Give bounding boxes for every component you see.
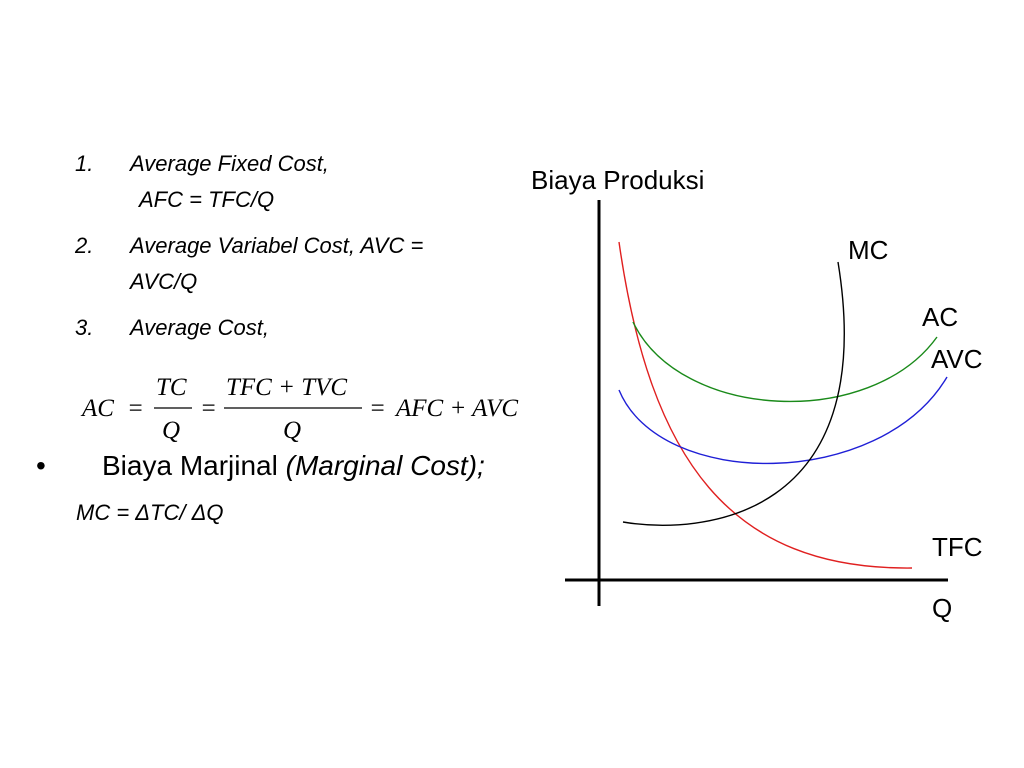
list-item-title: Average Variabel Cost, AVC = xyxy=(130,233,424,258)
formula-fraction1-numerator: TC xyxy=(156,374,187,401)
list-item-ac: 3. Average Cost, xyxy=(75,310,545,346)
list-item-formula: AFC = TFC/Q xyxy=(139,187,275,212)
formula-fraction1-denominator: Q xyxy=(162,417,180,444)
formula-equals: = xyxy=(127,395,144,422)
list-item-avc: 2. Average Variabel Cost, AVC = AVC/Q xyxy=(75,228,545,300)
ac-label: AC xyxy=(922,302,958,332)
mc-curve xyxy=(622,261,845,526)
y-axis-label: Biaya Produksi xyxy=(531,165,704,195)
avc-label: AVC xyxy=(931,344,983,374)
list-number: 1. xyxy=(75,151,94,176)
tfc-curve xyxy=(618,241,913,569)
bullet-text: Biaya Marjinal (Marginal Cost); xyxy=(102,450,485,482)
mc-formula: MC = ΔTC/ ΔQ xyxy=(76,500,224,525)
cost-definitions-list: 1. Average Fixed Cost, AFC = TFC/Q 2. Av… xyxy=(75,146,545,356)
formula-lhs: AC xyxy=(80,395,114,422)
formula-fraction2-numerator: TFC + TVC xyxy=(226,374,347,401)
list-item-title: Average Fixed Cost, xyxy=(130,151,329,176)
bullet-dot: • xyxy=(36,450,46,481)
formula-rhs: AFC + AVC xyxy=(394,395,518,422)
list-item-formula: AVC/Q xyxy=(130,269,198,294)
list-number: 2. xyxy=(75,233,94,258)
avc-curve xyxy=(618,376,948,465)
mc-label: MC xyxy=(848,235,888,265)
list-number: 3. xyxy=(75,315,94,340)
list-item-afc: 1. Average Fixed Cost, AFC = TFC/Q xyxy=(75,146,545,218)
tfc-label: TFC xyxy=(932,532,983,562)
list-item-title: Average Cost, xyxy=(130,315,270,340)
formula-fraction2-denominator: Q xyxy=(283,417,301,444)
formula-equals: = xyxy=(200,395,217,422)
bullet-label: Biaya Marjinal xyxy=(102,450,286,481)
formula-equals: = xyxy=(369,395,386,422)
x-axis-label: Q xyxy=(932,593,952,623)
bullet-label-italic: (Marginal Cost); xyxy=(285,450,485,481)
ac-formula: AC = TC Q = TFC + TVC Q = AFC + AVC xyxy=(80,374,518,444)
ac-curve xyxy=(632,321,938,403)
